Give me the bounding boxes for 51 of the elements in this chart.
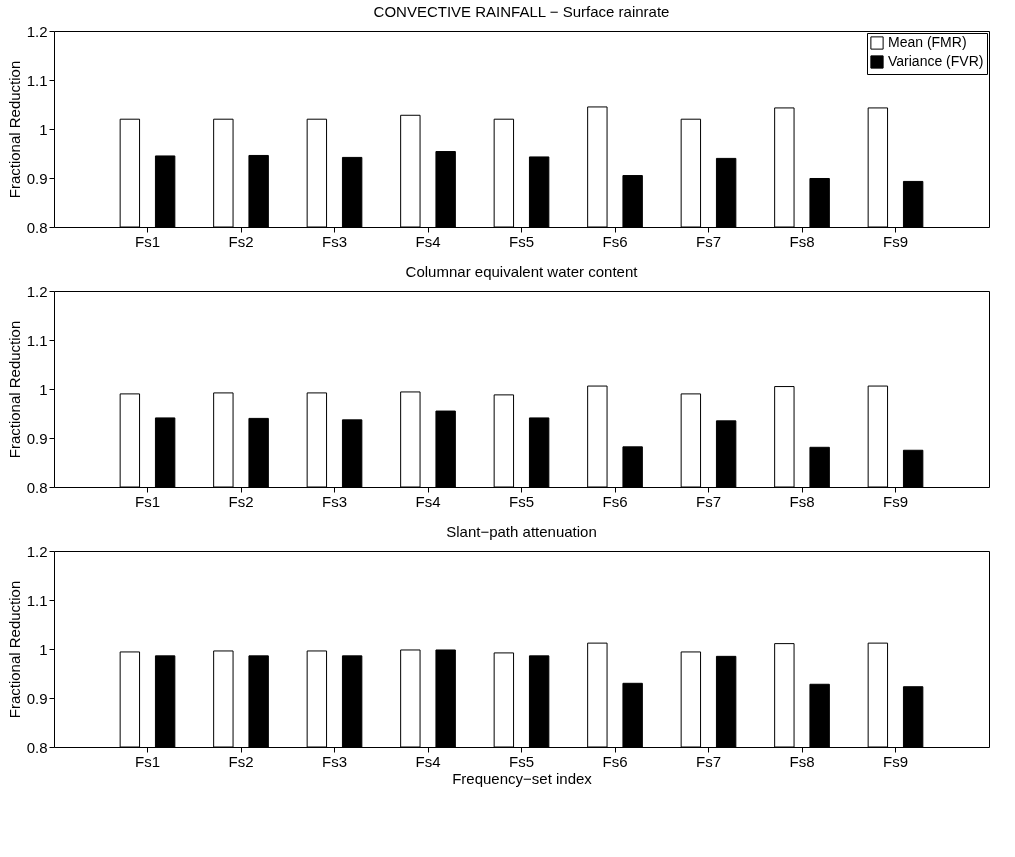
chart-title: Columnar equivalent water content <box>405 263 639 280</box>
y-axis-title: Fractional Reduction <box>5 580 23 719</box>
legend-label: Variance (FVR) <box>888 53 984 69</box>
x-tick-label: Fs5 <box>508 492 535 510</box>
y-tick-label: 0.9 <box>26 429 48 447</box>
chart-title: Slant−path attenuation <box>446 523 597 540</box>
x-tick-label: Fs1 <box>134 232 161 250</box>
x-tick-label: Fs2 <box>228 492 254 510</box>
y-tick-label: 1.1 <box>26 71 48 89</box>
y-tick-label: 1.2 <box>26 282 48 300</box>
x-tick-label: Fs4 <box>415 232 441 250</box>
y-tick-label: 1.1 <box>26 591 48 609</box>
x-tick-label: Fs1 <box>134 752 161 770</box>
y-tick-label: 0.8 <box>26 478 48 496</box>
x-axis-title: Frequency−set index <box>452 769 593 787</box>
x-tick-label: Fs3 <box>321 232 348 250</box>
x-tick-label: Fs7 <box>695 232 722 250</box>
x-tick-label: Fs3 <box>321 492 348 510</box>
x-tick-label: Fs2 <box>228 752 254 770</box>
x-tick-label: Fs4 <box>415 492 441 510</box>
x-tick-label: Fs4 <box>415 752 441 770</box>
x-tick-label: Fs8 <box>789 752 815 770</box>
y-tick-label: 1.2 <box>26 542 48 560</box>
x-tick-label: Fs7 <box>695 752 722 770</box>
y-tick-label: 1.1 <box>26 331 48 349</box>
y-tick-label: 1 <box>39 120 48 138</box>
x-tick-label: Fs9 <box>882 232 909 250</box>
x-tick-label: Fs2 <box>228 232 254 250</box>
x-tick-label: Fs5 <box>508 232 535 250</box>
y-tick-label: 0.8 <box>26 218 48 236</box>
x-tick-label: Fs9 <box>882 492 909 510</box>
y-tick-label: 1.2 <box>26 22 48 40</box>
y-tick-label: 0.9 <box>26 169 48 187</box>
x-tick-label: Fs9 <box>882 752 909 770</box>
x-tick-label: Fs5 <box>508 752 535 770</box>
x-tick-label: Fs6 <box>602 492 628 510</box>
y-tick-label: 1 <box>39 380 48 398</box>
x-tick-label: Fs6 <box>602 752 628 770</box>
x-tick-label: Fs3 <box>321 752 348 770</box>
y-tick-label: 1 <box>39 640 48 658</box>
x-tick-label: Fs7 <box>695 492 722 510</box>
x-tick-label: Fs6 <box>602 232 628 250</box>
y-axis-title: Fractional Reduction <box>5 60 23 199</box>
chart-title: CONVECTIVE RAINFALL − Surface rainrate <box>373 3 670 20</box>
y-axis-title: Fractional Reduction <box>5 320 23 459</box>
y-tick-label: 0.9 <box>26 689 48 707</box>
legend-label: Mean (FMR) <box>888 34 967 50</box>
y-tick-label: 0.8 <box>26 738 48 756</box>
x-tick-label: Fs1 <box>134 492 161 510</box>
x-tick-label: Fs8 <box>789 492 815 510</box>
x-tick-label: Fs8 <box>789 232 815 250</box>
